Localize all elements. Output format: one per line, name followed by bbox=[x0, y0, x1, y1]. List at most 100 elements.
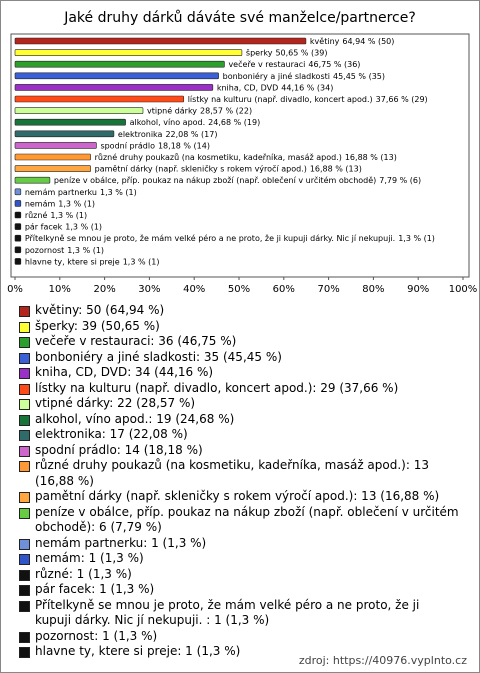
legend-swatch bbox=[19, 492, 30, 503]
x-tick-label: 20% bbox=[93, 284, 115, 295]
bar-label: večeře v restauraci 46,75 % (36) bbox=[228, 59, 360, 69]
value-label: 37,66 % (29) bbox=[376, 95, 428, 104]
legend-entry: nemám partnerku: 1 (1,3 %) bbox=[19, 536, 459, 552]
category-label: kniha, CD, DVD bbox=[217, 83, 278, 92]
category-label: nemám partnerku bbox=[25, 187, 97, 196]
category-label: bonboniéry a jiné sladkosti bbox=[223, 70, 330, 80]
legend-entry: bonboniéry a jiné sladkosti: 35 (45,45 %… bbox=[19, 350, 459, 366]
legend-entry: elektronika: 17 (22,08 %) bbox=[19, 427, 459, 443]
category-label: spodní prádlo bbox=[100, 141, 155, 150]
bar-label: bonboniéry a jiné sladkosti 45,45 % (35) bbox=[223, 70, 385, 80]
legend-swatch bbox=[19, 306, 30, 317]
legend-entry: alkohol, víno apod.: 19 (24,68 %) bbox=[19, 412, 459, 428]
x-tick-label: 100% bbox=[449, 284, 478, 295]
legend-swatch bbox=[19, 414, 30, 426]
legend-entry: vtipné dárky: 22 (28,57 %) bbox=[19, 396, 459, 412]
legend-label: hlavne ty, ktere si preje: 1 (1,3 %) bbox=[35, 644, 241, 658]
category-label: květiny bbox=[310, 37, 340, 46]
bar bbox=[14, 188, 22, 196]
bar bbox=[14, 84, 214, 91]
bar-label: šperky 50,65 % (39) bbox=[246, 47, 328, 57]
legend-label: pamětní dárky (např. skleničky s rokem v… bbox=[35, 489, 440, 503]
category-label: pozornost bbox=[25, 245, 64, 254]
bar-label: vtipné dárky 28,57 % (22) bbox=[147, 105, 252, 115]
bar bbox=[14, 95, 185, 103]
legend-label: kniha, CD, DVD: 34 (44,16 %) bbox=[35, 365, 214, 379]
legend-label: elektronika: 17 (22,08 %) bbox=[35, 427, 188, 441]
legend-label: pozornost: 1 (1,3 %) bbox=[35, 628, 158, 643]
legend-swatch bbox=[19, 368, 30, 379]
legend-swatch bbox=[19, 399, 30, 410]
legend-label: pár facek: 1 (1,3 %) bbox=[35, 582, 155, 596]
bar bbox=[14, 211, 22, 219]
bar bbox=[14, 200, 22, 207]
legend: květiny: 50 (64,94 %) šperky: 39 (50,65 %… bbox=[19, 303, 459, 660]
value-label: 24,68 % (19) bbox=[208, 118, 260, 127]
legend-label: květiny: 50 (64,94 %) bbox=[35, 303, 165, 317]
legend-swatch bbox=[19, 445, 30, 457]
value-label: 45,45 % (35) bbox=[333, 71, 385, 80]
value-label: 1,3 % (1) bbox=[50, 211, 87, 220]
legend-entry: kniha, CD, DVD: 34 (44,16 %) bbox=[19, 365, 459, 381]
legend-entry: peníze v obálce, příp. poukaz na nákup z… bbox=[19, 505, 459, 536]
bar-label: pamětní dárky (např. skleničky s rokem v… bbox=[95, 163, 362, 173]
value-label: 1,3 % (1) bbox=[398, 234, 435, 243]
legend-swatch bbox=[19, 600, 30, 612]
category-label: šperky bbox=[246, 47, 273, 57]
category-label: pár facek bbox=[25, 222, 63, 231]
legend-label: nemám: 1 (1,3 %) bbox=[35, 551, 144, 565]
value-label: 16,88 % (13) bbox=[310, 164, 362, 173]
bar bbox=[14, 153, 91, 161]
value-label: 46,75 % (36) bbox=[308, 60, 360, 69]
legend-label: lístky na kulturu (např. divadlo, koncer… bbox=[35, 380, 399, 395]
bar-label: alkohol, víno apod. 24,68 % (19) bbox=[130, 118, 261, 127]
x-tick-label: 0% bbox=[7, 284, 23, 295]
bar-label: lístky na kulturu (např. divadlo, koncer… bbox=[188, 95, 428, 104]
legend-label: Přítelkyně se mnou je proto, že mám velk… bbox=[35, 597, 420, 628]
legend-swatch bbox=[19, 631, 30, 643]
x-tick-label: 40% bbox=[183, 284, 205, 295]
bar-label: různé druhy poukazů (na kosmetiku, kadeř… bbox=[95, 152, 397, 162]
chart: Jaké druhy dárků dáváte své manželce/par… bbox=[7, 10, 478, 295]
legend-swatch bbox=[19, 337, 30, 348]
bar bbox=[14, 223, 22, 230]
value-label: 64,94 % (50) bbox=[342, 37, 394, 46]
value-label: 7,79 % (6) bbox=[379, 176, 421, 185]
bar bbox=[14, 258, 22, 265]
category-label: alkohol, víno apod. bbox=[130, 118, 206, 127]
legend-entry: květiny: 50 (64,94 %) bbox=[19, 303, 459, 319]
bar bbox=[14, 130, 115, 138]
bar bbox=[14, 142, 97, 149]
category-label: Přítelkyně se mnou je proto, že mám velk… bbox=[25, 233, 395, 243]
legend-entry: Přítelkyně se mnou je proto, že mám velk… bbox=[19, 598, 459, 629]
bar bbox=[14, 72, 219, 80]
legend-entry: spodní prádlo: 14 (18,18 %) bbox=[19, 443, 459, 459]
legend-entry: šperky: 39 (50,65 %) bbox=[19, 319, 459, 335]
bar-label: elektronika 22,08 % (17) bbox=[118, 129, 218, 138]
legend-label: nemám partnerku: 1 (1,3 %) bbox=[35, 535, 207, 550]
bar-label: květiny 64,94 % (50) bbox=[310, 37, 394, 46]
x-tick-label: 50% bbox=[228, 284, 250, 295]
source: zdroj: https://40976.vyplnto.cz bbox=[298, 654, 467, 667]
value-label: 1,3 % (1) bbox=[65, 222, 102, 231]
value-label: 44,16 % (34) bbox=[281, 83, 333, 92]
x-tick-label: 10% bbox=[49, 284, 71, 295]
legend-entry: pamětní dárky (např. skleničky s rokem v… bbox=[19, 489, 459, 505]
category-label: nemám bbox=[25, 199, 56, 208]
value-label: 1,3 % (1) bbox=[123, 257, 160, 266]
category-label: vtipné dárky bbox=[147, 105, 197, 115]
bar-label: spodní prádlo 18,18 % (14) bbox=[100, 141, 210, 150]
bar bbox=[14, 246, 22, 254]
legend-entry: různé: 1 (1,3 %) bbox=[19, 567, 459, 583]
x-tick-label: 30% bbox=[138, 284, 160, 295]
legend-swatch bbox=[19, 647, 30, 658]
bar bbox=[14, 60, 225, 68]
bar bbox=[14, 165, 91, 172]
legend-swatch bbox=[19, 430, 30, 441]
category-label: různé bbox=[25, 210, 48, 220]
bar bbox=[14, 118, 126, 126]
value-label: 18,18 % (14) bbox=[158, 141, 210, 150]
legend-label: večeře v restauraci: 36 (46,75 %) bbox=[35, 334, 237, 348]
legend-label: spodní prádlo: 14 (18,18 %) bbox=[35, 442, 203, 457]
